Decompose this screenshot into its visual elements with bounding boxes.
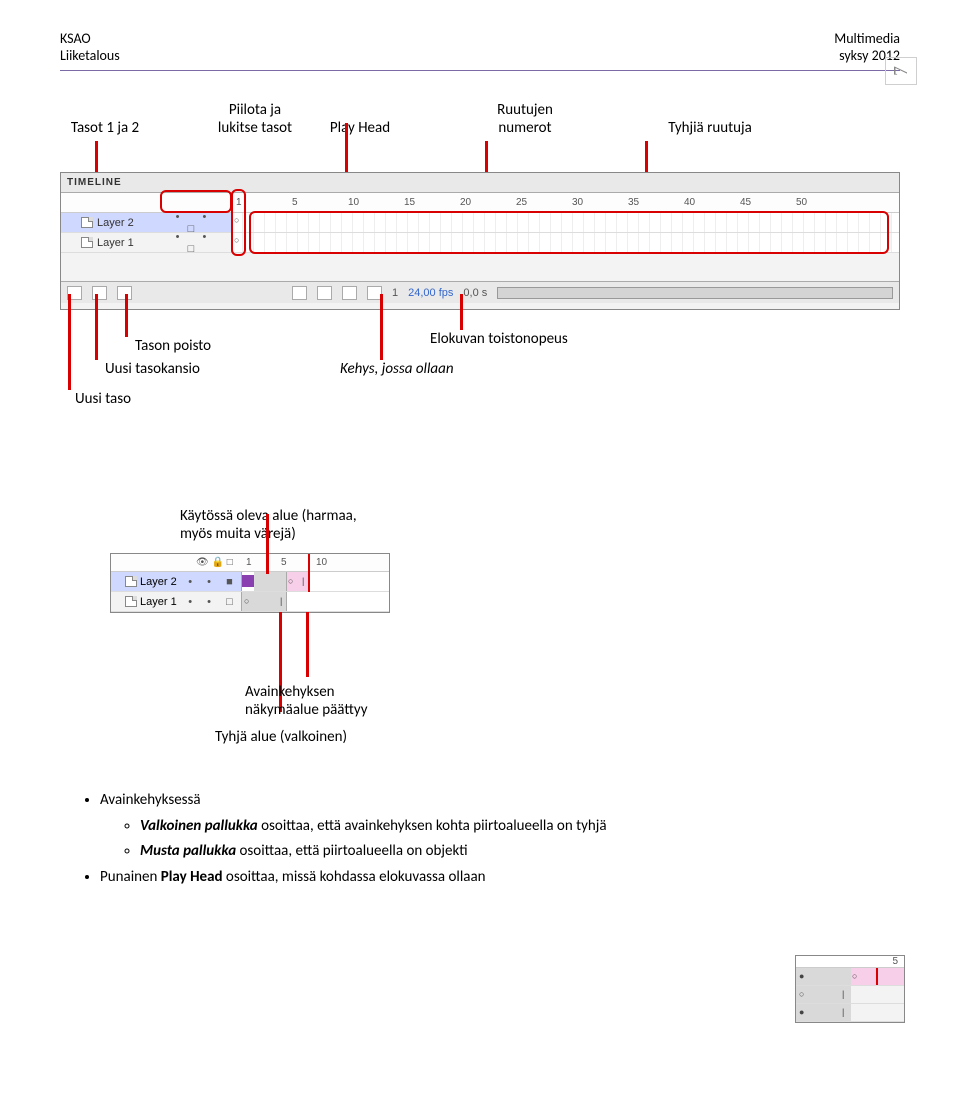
bottom-annotations: Tason poisto Uusi tasokansio Uusi taso K… [60,322,900,412]
top-annotations: Tasot 1 ja 2 Piilota ja lukitse tasot Pl… [60,101,900,137]
layer2-label: Layer 2 [97,217,134,229]
annot-piilota: Piilota ja lukitse tasot [200,101,310,137]
hdr-left2: Liiketalous [60,47,120,64]
annot-tyhja-alue: Tyhjä alue (valkoinen) [215,728,347,746]
footer-frame: 1 [392,287,398,299]
annot-tyhjia: Tyhjiä ruutuja [655,119,765,137]
red-pointer [95,294,98,360]
bullet-punainen: Punainen Play Head osoittaa, missä kohda… [100,865,900,891]
layer-toggle-dots[interactable]: • • □ [161,231,231,255]
ruler-tick: 30 [572,197,628,208]
mini-ruler-tick: 10 [316,557,351,568]
bullet-list: Avainkehyksessä Valkoinen pallukka osoit… [60,788,900,890]
annot-toistonopeus: Elokuvan toistonopeus [430,330,568,348]
red-pointer [266,514,269,574]
annot-avainkehys: Avainkehyksen näkymäalue päättyy [245,683,367,719]
red-pointer [68,294,71,390]
annot-uusi-tasokansio: Uusi tasokansio [105,360,200,378]
annot-uusi-taso: Uusi taso [75,390,131,408]
mini-result-row: ● | [796,1004,904,1022]
mini-dots[interactable]: • • □ [186,596,241,608]
layer1-label: Layer 1 [97,237,134,249]
ruler-tick: 25 [516,197,572,208]
bullet-musta: Musta pallukka osoittaa, että piirtoalue… [140,839,900,865]
layer-icon [81,217,93,228]
ruler-tick: 15 [404,197,460,208]
timeline-footer: 1 24,00 fps 0,0 s [61,281,899,303]
time-label: 0,0 s [463,287,487,299]
hdr-left1: KSAO [60,30,120,47]
layer-icon [125,596,137,607]
bullet-valkoinen: Valkoinen pallukka osoittaa, että avaink… [140,814,900,840]
mini-frames-1[interactable]: ○ | [241,592,389,611]
ruler-tick: 40 [684,197,740,208]
red-highlight-box [160,190,232,213]
footer-icon[interactable] [317,286,332,300]
mini-result-row: ○ | [796,986,904,1004]
annot-ruutujen: Ruutujen numerot [485,101,565,137]
fps-label: 24,00 fps [408,287,453,299]
page-header: KSAO Liiketalous Multimedia syksy 2012 [60,30,900,64]
mini-result-timeline: 5 ● ○ ○ | ● | [795,955,905,1023]
mini-frames-2[interactable]: ○ | [241,572,389,591]
annot-kehys: Kehys, jossa ollaan [340,360,454,378]
mini-ruler: 👁 🔒 □ 1 5 10 [111,554,389,572]
sec2-below-labels: Avainkehyksen näkymäalue päättyy Tyhjä a… [60,628,900,728]
ruler-tick: 35 [628,197,684,208]
ruler-tick: 45 [740,197,796,208]
red-pointer [380,294,383,360]
red-highlight-box [231,189,246,256]
mini-result-playhead [876,968,878,985]
annot-playhead: Play Head [325,119,395,137]
footer-icon[interactable] [292,286,307,300]
red-pointer [125,294,128,337]
mini-layer-row[interactable]: Layer 2 • • ■ ○ | [111,572,389,592]
footer-icon[interactable] [342,286,357,300]
page-number: 7 [885,57,917,85]
mini-layer2-label: Layer 2 [140,576,177,588]
annot-kaytossa-alue: Käytössä oleva alue (harmaa, myös muita … [180,507,900,543]
red-highlight-box [249,211,889,254]
mini-layer1-label: Layer 1 [140,596,177,608]
mini-layer-row[interactable]: Layer 1 • • □ ○ | [111,592,389,612]
hdr-right1: Multimedia [834,30,900,47]
header-underline [60,70,900,71]
ruler-tick: 5 [292,197,348,208]
ruler-tick: 20 [460,197,516,208]
annot-tasot: Tasot 1 ja 2 [60,119,150,137]
timeline-scrollbar[interactable] [497,287,893,299]
ruler-tick: 50 [796,197,852,208]
mini-ruler-tick: 1 [246,557,281,568]
mini-result-hdr: 5 [796,956,904,968]
annot-tason-poisto: Tason poisto [135,337,211,355]
section-2: Käytössä oleva alue (harmaa, myös muita … [60,507,900,728]
timeline-panel: TIMELINE 1 5 10 15 20 25 30 35 40 45 50 … [60,172,900,310]
layer-icon [81,237,93,248]
mini-ruler-tick: 5 [281,557,316,568]
bullet-avainkehyksessa: Avainkehyksessä Valkoinen pallukka osoit… [100,788,900,865]
mini-timeline: 👁 🔒 □ 1 5 10 Layer 2 • • ■ ○ | Layer 1 [110,553,390,613]
mini-result-row: ● ○ [796,968,904,986]
ruler-tick: 10 [348,197,404,208]
mini-dots[interactable]: • • ■ [186,576,241,588]
red-pointer [460,294,463,330]
layer-icon [125,576,137,587]
